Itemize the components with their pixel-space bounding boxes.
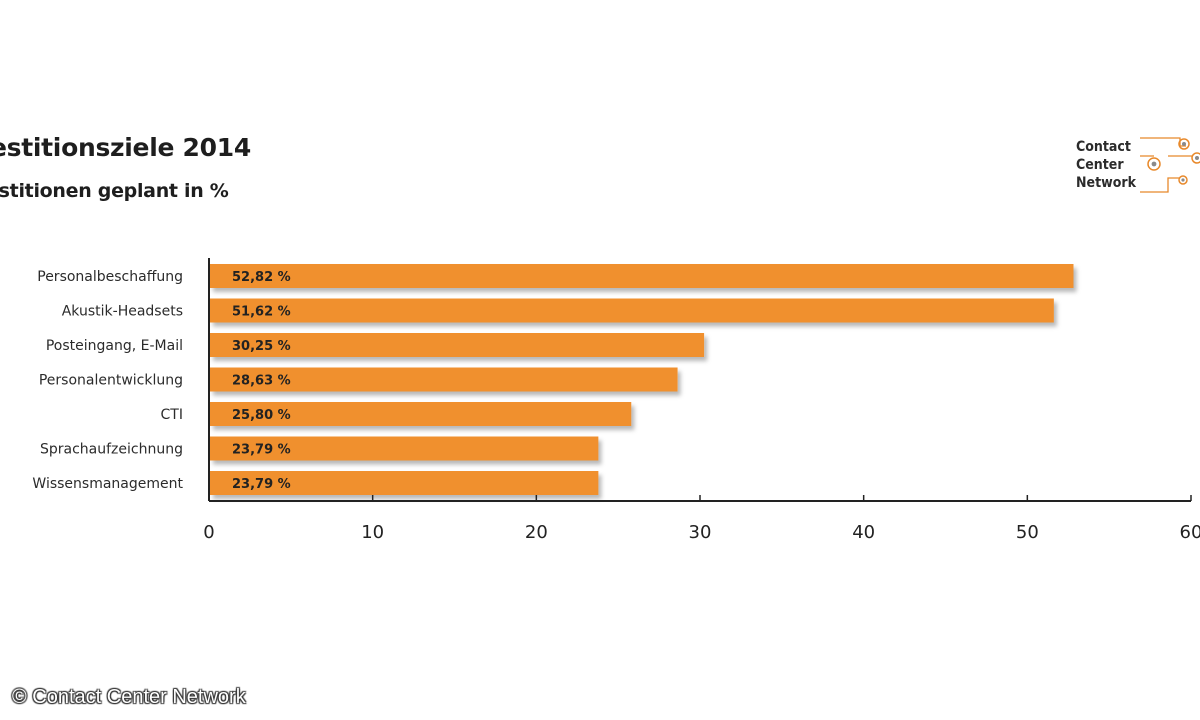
logo-text-line-1: Contact xyxy=(1076,139,1131,155)
company-logo: Contact Center Network xyxy=(1076,136,1200,196)
data-label: 25,80 % xyxy=(232,408,291,423)
data-label: 28,63 % xyxy=(232,374,291,389)
bar-2 xyxy=(210,298,1054,323)
bar-1 xyxy=(210,264,1074,288)
bar-5 xyxy=(210,402,632,426)
category-label: Personalentwicklung xyxy=(39,373,183,389)
category-label: CTI xyxy=(161,407,183,423)
category-label: Akustik-Headsets xyxy=(62,304,183,320)
category-label: Posteingang, E-Mail xyxy=(46,338,183,354)
x-tick-label: 40 xyxy=(852,522,875,543)
data-label: 23,79 % xyxy=(232,443,291,458)
bar-4 xyxy=(210,367,678,392)
logo-text-line-3: Network xyxy=(1076,175,1136,191)
bar-7 xyxy=(210,471,599,495)
bar-6 xyxy=(210,436,599,461)
copyright-notice: © Contact Center Network xyxy=(12,686,246,708)
x-tick-label: 30 xyxy=(689,522,712,543)
logo-circuit-graphic xyxy=(1140,137,1200,193)
category-label: Personalbeschaffung xyxy=(37,269,183,285)
logo-text-line-2: Center xyxy=(1076,157,1124,173)
x-tick-label: 10 xyxy=(361,522,384,543)
chart-title: vestitionsziele 2014 xyxy=(0,133,251,162)
x-tick-label: 60 xyxy=(1180,522,1200,543)
x-tick-label: 50 xyxy=(1016,522,1039,543)
data-label: 52,82 % xyxy=(232,270,291,285)
data-label: 51,62 % xyxy=(232,305,291,320)
category-label: Sprachaufzeichnung xyxy=(40,442,183,458)
x-tick-label: 0 xyxy=(203,522,214,543)
category-label: Wissensmanagement xyxy=(32,476,183,492)
chart-subtitle: vestitionen geplant in % xyxy=(0,180,229,202)
data-label: 23,79 % xyxy=(232,477,291,492)
data-label: 30,25 % xyxy=(232,339,291,354)
x-tick-label: 20 xyxy=(525,522,548,543)
bar-3 xyxy=(210,333,705,357)
